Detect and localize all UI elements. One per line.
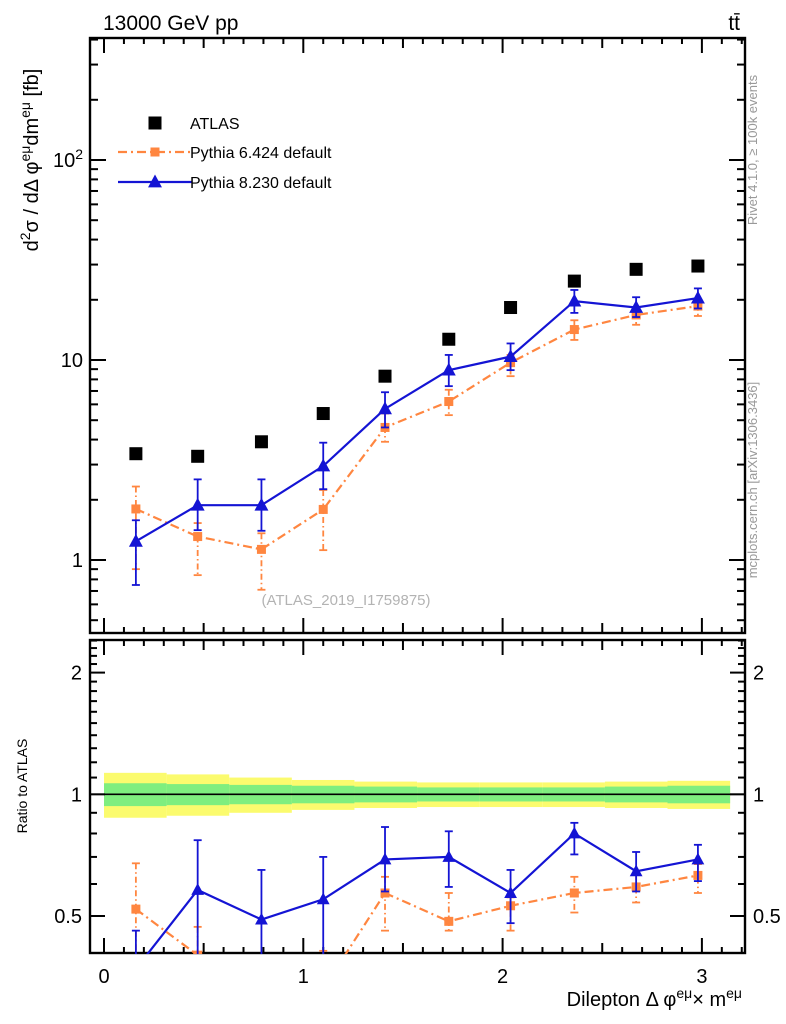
pythia-8-230-default-marker [567,293,582,307]
pythia-8-230-default-marker [378,852,392,865]
pythia-8-230-default-marker [254,497,269,511]
pythia-8-230-default-marker [130,962,143,974]
legend-marker-atlas [148,116,162,130]
x-tick-label: 2 [497,966,508,988]
exponent: 2 [75,146,83,162]
beam-energy-title: 13000 GeV pp [103,12,238,35]
ratio-panel-frame [88,638,747,955]
main-y-axis-label: d2σ / dΔ φeμdmeμ [fb] [17,69,43,252]
pythia-6-424-default-line [135,305,699,551]
pythia-8-230-default-group [130,821,705,974]
pythia-8-230-default-marker [255,912,268,925]
chart-render-layer: 1 10 102 0.5 0.5 1 1 2 2 0 1 2 3 d2σ / dΔ φeμdmeμ [fb… [17,36,781,1016]
atlas-marker [691,259,705,273]
analysis-watermark: (ATLAS_2019_I1759875) [261,592,430,609]
atlas-marker [316,407,330,421]
pythia-8-230-default-marker [378,401,392,415]
legend-label-atlas: ATLAS [190,116,240,133]
pythia-6-424-default-marker [569,888,579,898]
main-y-axis-ticks [90,38,745,622]
legend-marker-pythia8 [148,174,162,188]
pythia-6-424-default-marker [318,504,328,514]
pythia-6-424-default-marker [131,904,141,914]
ratio-y-tick-label-right: 1 [753,784,764,806]
ratio-y-tick-label-left: 2 [71,663,82,685]
atlas-marker [378,369,392,383]
pythia-6-424-default-group [131,299,703,591]
pythia-6-424-default-marker [444,916,454,926]
main-y-tick-label: 1 [72,550,83,572]
ratio-y-tick-label-left: 0.5 [54,906,82,928]
legend-label-pythia6: Pythia 6.424 default [190,145,332,162]
pythia-6-424-default-marker [380,888,390,898]
process-title: tt̄ [728,12,740,35]
pythia-8-230-default-marker [690,290,705,304]
pythia-8-230-default-marker [442,850,456,862]
pythia-8-230-default-group [128,287,705,586]
pythia-8-230-default-marker [567,826,581,839]
atlas-marker [191,449,205,463]
pythia-6-424-default-marker [319,984,328,993]
rivet-version-note: Rivet 4.1.0, ≥ 100k events [745,74,760,225]
x-axis-ticks [103,640,743,953]
pythia-6-424-default-marker [193,532,203,542]
legend-label-pythia8: Pythia 8.230 default [190,175,332,192]
legend-marker-pythia6 [150,147,160,157]
pythia-8-230-default-marker [629,300,644,313]
pythia-8-230-default-marker [191,883,205,895]
pythia-8-230-default-marker [316,458,331,472]
x-axis-label: Dilepton Δ φeμ× meμ [567,985,742,1011]
pythia-8-230-default-marker [190,497,205,511]
mcplots-source-note: mcplots.cern.ch [arXiv:1306.3436] [745,382,760,579]
atlas-marker [567,274,581,288]
atlas-marker [254,435,268,449]
main-panel-frame [88,36,747,635]
pythia-8-230-default-line [135,296,699,543]
pythia-8-230-default-marker [128,533,143,547]
x-tick-label: 1 [298,966,309,988]
ratio-y-tick-label-right: 0.5 [753,906,781,928]
x-tick-label: 0 [98,966,109,988]
main-y-tick-label: 10 [61,350,83,372]
pythia-6-424-default-marker [569,325,579,335]
pythia-6-424-default-marker [257,1007,266,1016]
ratio-y-tick-label-left: 1 [71,784,82,806]
atlas-marker [129,447,143,461]
ratio-y-axis-ticks [90,639,745,917]
pythia-6-424-default-marker [256,544,266,554]
atlas-group [129,259,705,463]
x-axis-ticks [103,38,743,633]
pythia-8-230-default-marker [316,892,330,905]
pythia-8-230-default-marker [503,349,518,362]
x-tick-label: 3 [696,966,707,988]
pythia-8-230-default-marker [629,864,643,877]
main-y-tick-label: 102 [53,146,83,172]
ratio-axis-label: Ratio to ATLAS [14,739,30,834]
ratio-y-tick-label-right: 2 [753,663,764,685]
pythia-6-424-default-marker [131,504,141,514]
pythia-8-230-default-line [146,832,699,954]
ratio-uncertainty-bands [90,772,745,818]
pythia-8-230-default-marker [691,852,705,865]
atlas-marker [442,332,456,346]
atlas-marker [629,262,643,276]
pythia-8-230-default-marker [441,362,456,376]
atlas-marker [504,301,518,315]
pythia-8-230-default-marker [504,886,517,898]
pythia-6-424-default-marker [444,397,454,407]
pythia-6-424-default-line [135,874,699,954]
legend-glyphs [118,116,192,188]
